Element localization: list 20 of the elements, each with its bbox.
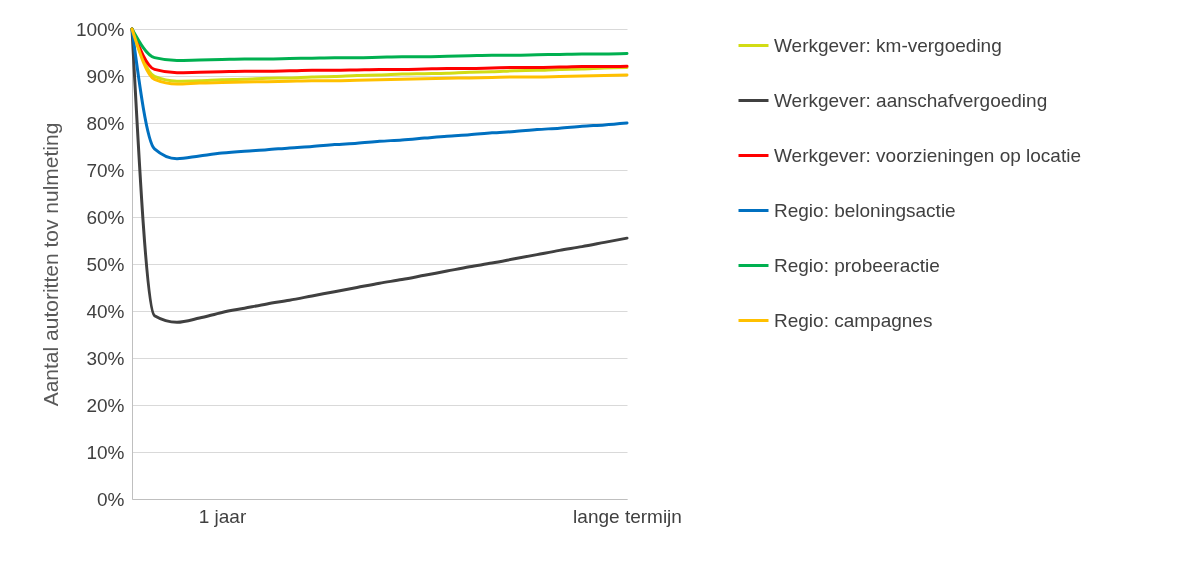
y-tick-label: 70%	[86, 159, 125, 181]
legend-label: Regio: beloningsactie	[774, 199, 956, 221]
y-tick-label: 80%	[86, 112, 125, 134]
legend-label: Regio: probeeractie	[774, 254, 940, 276]
y-tick-label: 20%	[86, 394, 125, 416]
y-tick-label: 100%	[75, 18, 125, 40]
y-tick-label: 60%	[86, 206, 125, 228]
y-tick-label: 50%	[86, 253, 125, 275]
x-tick-label: 1 jaar	[198, 505, 247, 527]
legend-label: Werkgever: km-vergoeding	[774, 34, 1002, 56]
y-tick-label: 90%	[86, 65, 125, 87]
x-tick-label: lange termijn	[573, 505, 682, 527]
y-axis-title: Aantal autoritten tov nulmeting	[38, 122, 62, 407]
y-tick-label: 40%	[86, 300, 125, 322]
legend-label: Regio: campagnes	[774, 309, 933, 331]
y-tick-label: 10%	[86, 441, 125, 463]
y-tick-label: 0%	[97, 488, 125, 510]
legend-label: Werkgever: aanschafvergoeding	[774, 89, 1048, 111]
legend-label: Werkgever: voorzieningen op locatie	[774, 144, 1081, 166]
y-tick-label: 30%	[86, 347, 125, 369]
